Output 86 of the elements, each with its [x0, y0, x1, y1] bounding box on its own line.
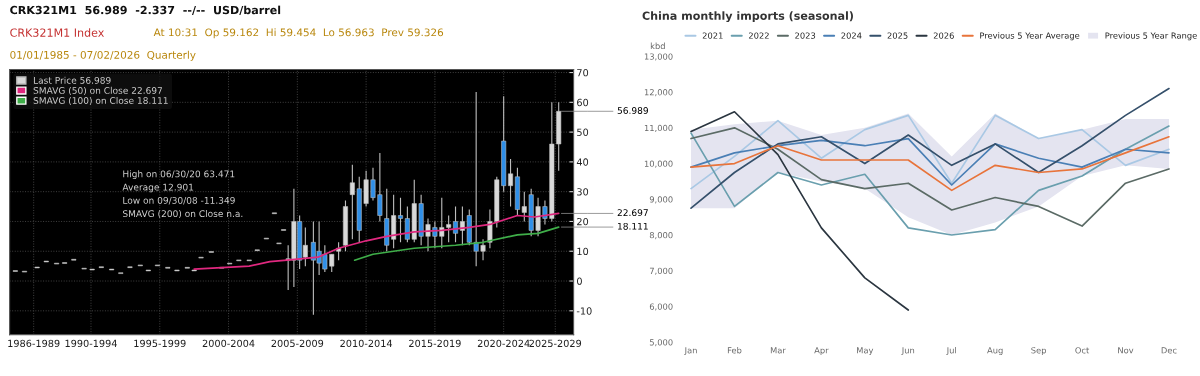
annotation: Low on 09/30/08 -11.349: [123, 196, 235, 205]
legend-label: Last Price 56.989: [33, 76, 111, 84]
x-tick-label: May: [857, 347, 874, 356]
y-tick-label: 5,000: [649, 339, 673, 347]
legend-label: 2022: [748, 32, 769, 39]
x-tick-label: Jan: [684, 347, 697, 356]
x-tick-label: Jun: [901, 347, 915, 356]
y-tick-label: 11,000: [644, 124, 673, 132]
candlestick: [198, 256, 204, 259]
y-tick-label: 40: [576, 158, 589, 166]
x-tick-label: 2010-2014: [340, 339, 393, 348]
legend-label: 2026: [933, 32, 954, 39]
candlestick: [34, 266, 40, 269]
x-tick-label: 2025-2029: [529, 339, 582, 348]
y-tick-label: 7,000: [649, 267, 673, 275]
y-tick-label: -10: [576, 307, 592, 315]
legend-label: SMAVG (50) on Close 22.697: [33, 86, 163, 95]
line-series: [353, 226, 560, 262]
legend-label: 2024: [841, 32, 862, 39]
candlestick: [398, 197, 403, 243]
text: CRK321M1 56.989 -2.337 --/-- USD/barrel: [10, 5, 281, 16]
x-tick-label: 2005-2009: [271, 339, 324, 348]
x-tick-label: Oct: [1075, 347, 1090, 354]
y-tick-label: 6,000: [649, 303, 673, 311]
legend-label: 2023: [795, 32, 816, 39]
candlestick: [174, 269, 180, 272]
line-series: [690, 110, 910, 311]
line-series: [690, 114, 1170, 190]
candlestick: [22, 270, 27, 273]
x-tick-label: Apr: [814, 347, 829, 356]
x-tick-label: 1986-1989: [8, 339, 60, 348]
y-tick-label: 10,000: [644, 160, 673, 168]
candlestick: [236, 259, 242, 262]
annotation: 18.111: [618, 222, 648, 230]
candlestick: [263, 237, 269, 240]
y-axis-title: kbd: [650, 42, 665, 50]
x-tick-label: 1995-1999: [134, 339, 186, 348]
y-tick-label: 60: [577, 98, 589, 107]
candlestick: [137, 264, 143, 267]
y-tick-label: 20: [577, 217, 589, 226]
x-tick-label: Mar: [770, 347, 786, 354]
chart-subtitle: At 10:31 Op 59.162 Hi 59.454 Lo 56.963 Prev 59.326: [153, 28, 444, 39]
line-series: [690, 87, 1170, 210]
y-tick-label: 8,000: [649, 231, 673, 240]
legend-label: 2025: [887, 32, 908, 39]
chart-title: CRK321M1 Index: [10, 28, 104, 37]
candlestick: [246, 259, 252, 262]
annotation: High on 06/30/20 63.471: [123, 170, 235, 180]
candlestick: [109, 268, 115, 271]
legend-label: 2021: [702, 32, 723, 39]
text: 01/01/1985 - 07/02/2026 Quarterly: [10, 50, 196, 61]
x-tick-label: 2000-2004: [202, 339, 255, 348]
legend-label: SMAVG (100) on Close 18.111: [33, 96, 168, 106]
x-tick-label: 2020-2024: [477, 339, 530, 348]
candlestick: [191, 269, 197, 272]
x-tick-label: Jul: [946, 347, 956, 356]
annotation: Average 12.901: [122, 183, 194, 193]
annotation: 56.989: [617, 107, 648, 114]
candlestick: [145, 269, 151, 272]
candlestick: [227, 262, 233, 265]
y-tick-label: 12,000: [644, 89, 673, 97]
candlestick: [54, 262, 60, 265]
x-tick-label: 2015-2019: [409, 339, 461, 348]
candlestick: [89, 268, 95, 271]
annotation: SMAVG (200) on Close n.a.: [123, 210, 243, 219]
text: Previous 5 Year Range: [1105, 32, 1197, 41]
candlestick: [155, 264, 160, 267]
y-tick-label: 10: [577, 247, 589, 256]
x-tick-label: Aug: [987, 347, 1003, 356]
y-tick-label: 30: [577, 188, 589, 196]
legend-label: Previous 5 Year Average: [980, 32, 1080, 41]
y-tick-label: 0: [577, 277, 582, 285]
candlestick: [81, 267, 87, 270]
y-tick-label: 9,000: [649, 196, 673, 204]
x-tick-label: Nov: [1118, 347, 1134, 354]
x-tick-label: Feb: [727, 347, 742, 354]
x-tick-label: Sep: [1031, 347, 1047, 356]
candlestick: [43, 260, 49, 263]
x-tick-label: 1990-1994: [65, 339, 117, 348]
annotation: 22.697: [617, 209, 648, 217]
chart-title: China monthly imports (seasonal): [642, 11, 853, 23]
y-tick-label: 70: [577, 69, 589, 77]
y-tick-label: 50: [577, 128, 589, 136]
candlestick: [276, 242, 282, 245]
x-tick-label: Dec: [1161, 347, 1177, 354]
y-tick-label: 13,000: [644, 53, 673, 61]
